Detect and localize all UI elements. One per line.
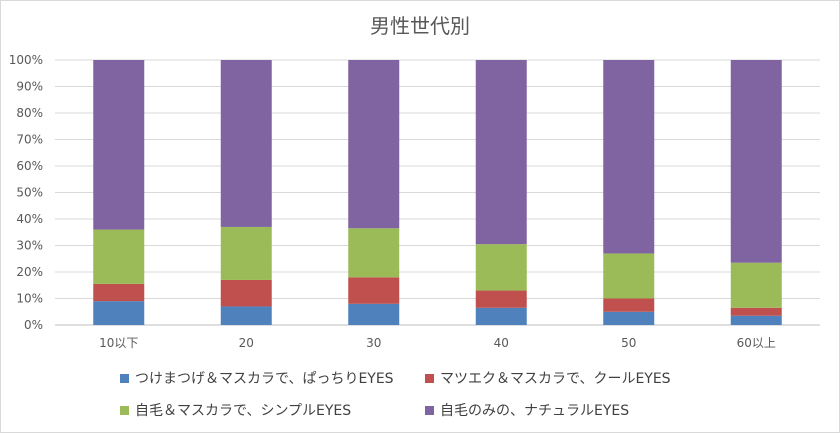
legend-label: つけまつげ＆マスカラで、ぱっちりEYES [135, 371, 394, 387]
y-tick-label: 50% [16, 186, 43, 200]
bar-segment [348, 228, 400, 278]
x-tick-label: 10以下 [99, 336, 138, 350]
chart-title: 男性世代別 [370, 14, 470, 38]
y-tick-label: 30% [16, 239, 43, 253]
y-tick-label: 10% [16, 292, 43, 306]
y-tick-label: 90% [16, 80, 43, 94]
y-tick-label: 80% [16, 106, 43, 120]
bar-segment [603, 298, 655, 312]
legend-item-jige-natural: 自毛のみの、ナチュラルEYES [425, 400, 629, 420]
x-tick-label: 50 [621, 336, 636, 350]
bar-segment [348, 277, 400, 304]
bar-segment [348, 303, 400, 325]
bar-segment [220, 306, 272, 325]
legend-item-jige-mascara: 自毛＆マスカラで、シンプルEYES [120, 400, 351, 420]
y-tick-label: 20% [16, 265, 43, 279]
bar-segment [93, 229, 145, 284]
bar-segment [603, 253, 655, 299]
bar-segment [603, 311, 655, 325]
y-tick-label: 40% [16, 212, 43, 226]
x-tick-label: 20 [239, 336, 254, 350]
bar-segment [93, 301, 145, 325]
legend-swatch [120, 373, 129, 383]
bar-segment [730, 262, 782, 308]
bar-segment [603, 60, 655, 254]
legend-item-matsueku: マツエク＆マスカラで、クールEYES [425, 368, 671, 388]
bar-segment [93, 60, 145, 230]
legend-swatch [425, 373, 434, 383]
x-tick-label: 40 [494, 336, 509, 350]
bar-segment [730, 60, 782, 263]
y-tick-label: 60% [16, 159, 43, 173]
x-tick-label: 30 [366, 336, 381, 350]
bar-segment [730, 307, 782, 316]
y-tick-label: 0% [24, 318, 43, 332]
legend-label: 自毛のみの、ナチュラルEYES [440, 403, 630, 419]
bar-segment [220, 60, 272, 227]
bar-segment [220, 279, 272, 307]
y-tick-label: 70% [16, 133, 43, 147]
legend-label: 自毛＆マスカラで、シンプルEYES [135, 403, 352, 419]
legend-label: マツエク＆マスカラで、クールEYES [440, 371, 671, 387]
legend-item-tsukematsuge: つけまつげ＆マスカラで、ぱっちりEYES [120, 368, 394, 388]
y-tick-label: 100% [9, 53, 43, 67]
bar-segment [730, 315, 782, 325]
x-tick-label: 60以上 [737, 336, 776, 350]
bar-segment [475, 244, 527, 291]
bar-segment [93, 283, 145, 302]
bar-segment [475, 60, 527, 245]
bar-segment [475, 290, 527, 308]
legend-swatch [425, 405, 434, 415]
legend-swatch [120, 405, 129, 415]
bar-segment [475, 307, 527, 325]
bar-segment [220, 226, 272, 280]
bar-segment [348, 60, 400, 229]
